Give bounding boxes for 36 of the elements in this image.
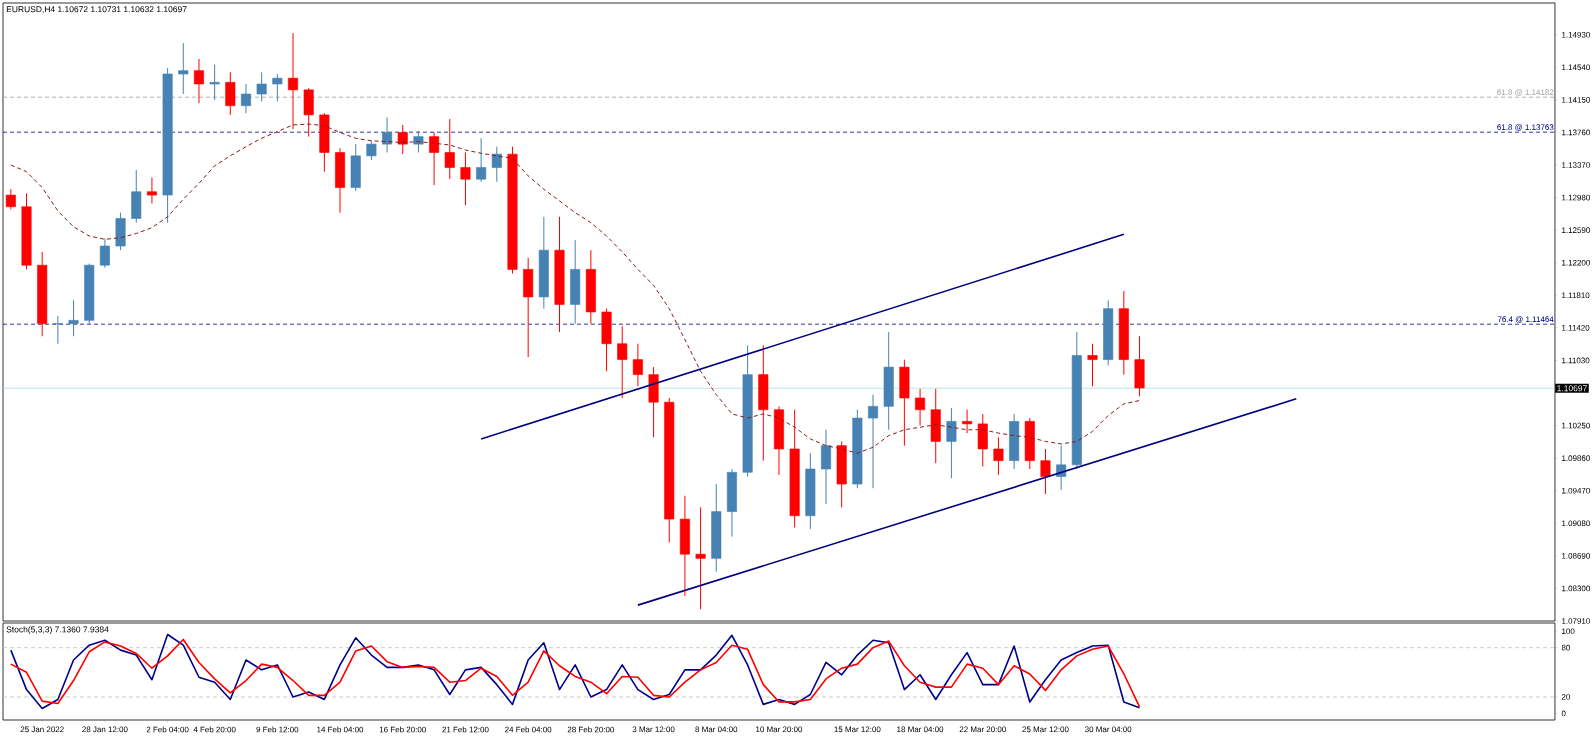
candlestick — [5, 188, 16, 210]
candlestick — [366, 140, 377, 161]
candlestick — [225, 71, 236, 116]
candlestick — [1056, 445, 1067, 491]
ref-line-label: 1.10697 — [1557, 385, 1587, 392]
chart-title: Stoch(5,3,3) 7.1360 7.9384 — [6, 626, 109, 635]
candlestick — [209, 64, 220, 101]
candlestick — [99, 238, 110, 269]
candlestick — [491, 146, 502, 183]
candlestick — [288, 32, 299, 130]
candlestick — [397, 124, 408, 155]
candlestick — [272, 73, 283, 103]
candlestick — [617, 325, 628, 399]
candlestick — [962, 409, 973, 434]
candlestick — [476, 137, 487, 183]
candlestick — [240, 83, 251, 114]
candlestick — [1087, 343, 1098, 387]
candlestick — [444, 118, 455, 180]
candlestick — [632, 343, 643, 387]
candlestick — [821, 429, 832, 505]
chart-title: EURUSD,H4 1.10672 1.10731 1.10632 1.10697 — [6, 6, 187, 14]
candlestick — [993, 436, 1004, 476]
candlestick — [382, 116, 393, 153]
candlestick — [915, 388, 926, 427]
candlestick — [695, 506, 706, 610]
candlestick — [193, 58, 204, 104]
candlestick — [68, 299, 79, 337]
candlestick — [52, 315, 63, 345]
candlestick — [429, 131, 440, 186]
candlestick — [1040, 448, 1051, 495]
candlestick — [946, 407, 957, 479]
candlestick — [460, 151, 471, 206]
candlestick — [868, 394, 879, 489]
candlestick — [256, 71, 267, 103]
candlestick — [178, 42, 189, 95]
candlestick — [146, 177, 157, 204]
